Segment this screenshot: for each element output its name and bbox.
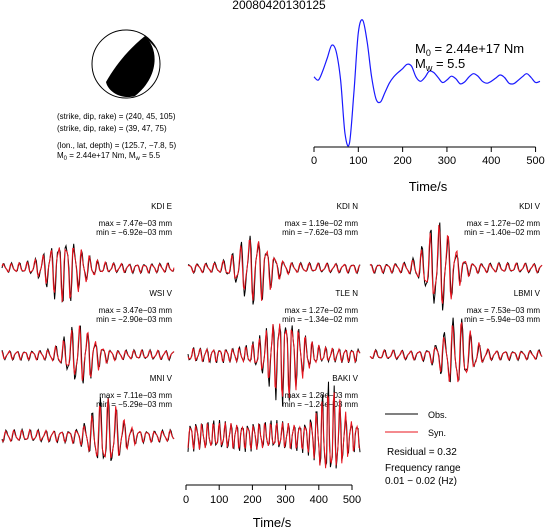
panel-min-label: min = −5.94e−03 mm [464,315,540,324]
bottom-tick-label: 100 [210,494,228,506]
legend-syn-label: Syn. [428,428,446,438]
panel-max-label: max = 1.27e−02 mm [467,219,541,228]
stf-tick-label: 500 [526,155,544,167]
bottom-tick-label: 0 [183,494,189,506]
observed-waveform [187,235,361,305]
panel-min-label: min = −1.24e−03 mm [282,400,358,409]
plane2-text: (strike, dip, rake) = (39, 47, 75) [57,124,167,133]
panel-max-label: max = 3.47e−03 mm [99,306,173,315]
event-id: 20080420130125 [232,0,326,12]
synthetic-waveform [369,322,543,383]
stf-x-axis: 0 100 200 300 400 500 [311,146,545,167]
observed-waveform [369,317,543,383]
panel-max-label: max = 7.47e−03 mm [99,219,173,228]
synthetic-waveform [187,239,361,301]
panel-max-label: max = 7.53e−03 mm [467,306,541,315]
legend: Obs. Syn. Residual = 0.32 Frequency rang… [385,410,461,487]
panel-min-label: min = −7.62e−03 mm [282,228,358,237]
moment-text: M0 = 2.44e+17 Nm, Mw = 5.5 [57,151,161,162]
bottom-tick-label: 200 [243,494,261,506]
source-time-function-plot [313,19,541,147]
panel-station-title: MNI V [150,374,173,383]
plane1-text: (strike, dip, rake) = (240, 45, 105) [57,112,176,121]
frequency-range-value: 0.01 − 0.02 (Hz) [385,476,457,487]
stf-tick-label: 200 [393,155,411,167]
panel-station-title: BAKI V [332,374,358,383]
bottom-tick-label: 300 [276,494,294,506]
focal-mechanism-beachball [91,29,161,99]
synthetic-waveform [187,392,361,469]
legend-obs-label: Obs. [428,410,447,420]
stf-moment-label: M0 = 2.44e+17 Nm [415,41,524,58]
panel-max-label: max = 7.11e−03 mm [99,391,172,400]
location-text: (lon., lat, depth) = (125.7, −7.8, 5) [57,141,177,150]
synthetic-waveform [369,224,543,304]
synthetic-waveform [1,247,175,302]
panel-station-title: KDI N [337,202,359,211]
synthetic-waveform [187,323,361,398]
panel-max-label: max = 1.19e−02 mm [285,219,359,228]
frequency-range-label: Frequency range [385,463,461,474]
panel-min-label: min = −2.90e−03 mm [96,315,172,324]
synthetic-waveform [1,325,175,381]
panel-station-title: KDI E [151,202,172,211]
bottom-tick-label: 500 [343,494,361,506]
waveform-time-axis: 0 100 200 300 400 500 [183,484,361,506]
stf-x-axis-label: Time/s [409,179,448,194]
panel-min-label: min = −1.40e−02 mm [464,228,540,237]
stf-tick-label: 100 [349,155,367,167]
panel-max-label: max = 1.27e−02 mm [285,306,359,315]
stf-tick-label: 0 [311,155,317,167]
bottom-tick-label: 400 [310,494,328,506]
panel-station-title: WSI V [149,289,172,298]
panel-station-title: LBMI V [514,289,541,298]
stf-magnitude-label: Mw = 5.5 [415,56,465,73]
panel-station-title: KDI V [519,202,541,211]
panel-min-label: min = −5.29e−03 mm [96,400,172,409]
synthetic-waveform [1,398,175,459]
panel-min-label: min = −6.92e−03 mm [96,228,172,237]
residual-text: Residual = 0.32 [387,447,457,458]
waveform-x-axis-label: Time/s [253,515,292,530]
panel-station-title: TLE N [335,289,358,298]
stf-tick-label: 400 [482,155,500,167]
panel-max-label: max = 1.28e−03 mm [285,391,359,400]
stf-series-line [313,19,541,147]
stf-tick-label: 300 [438,155,456,167]
panel-min-label: min = −1.34e−02 mm [282,315,358,324]
